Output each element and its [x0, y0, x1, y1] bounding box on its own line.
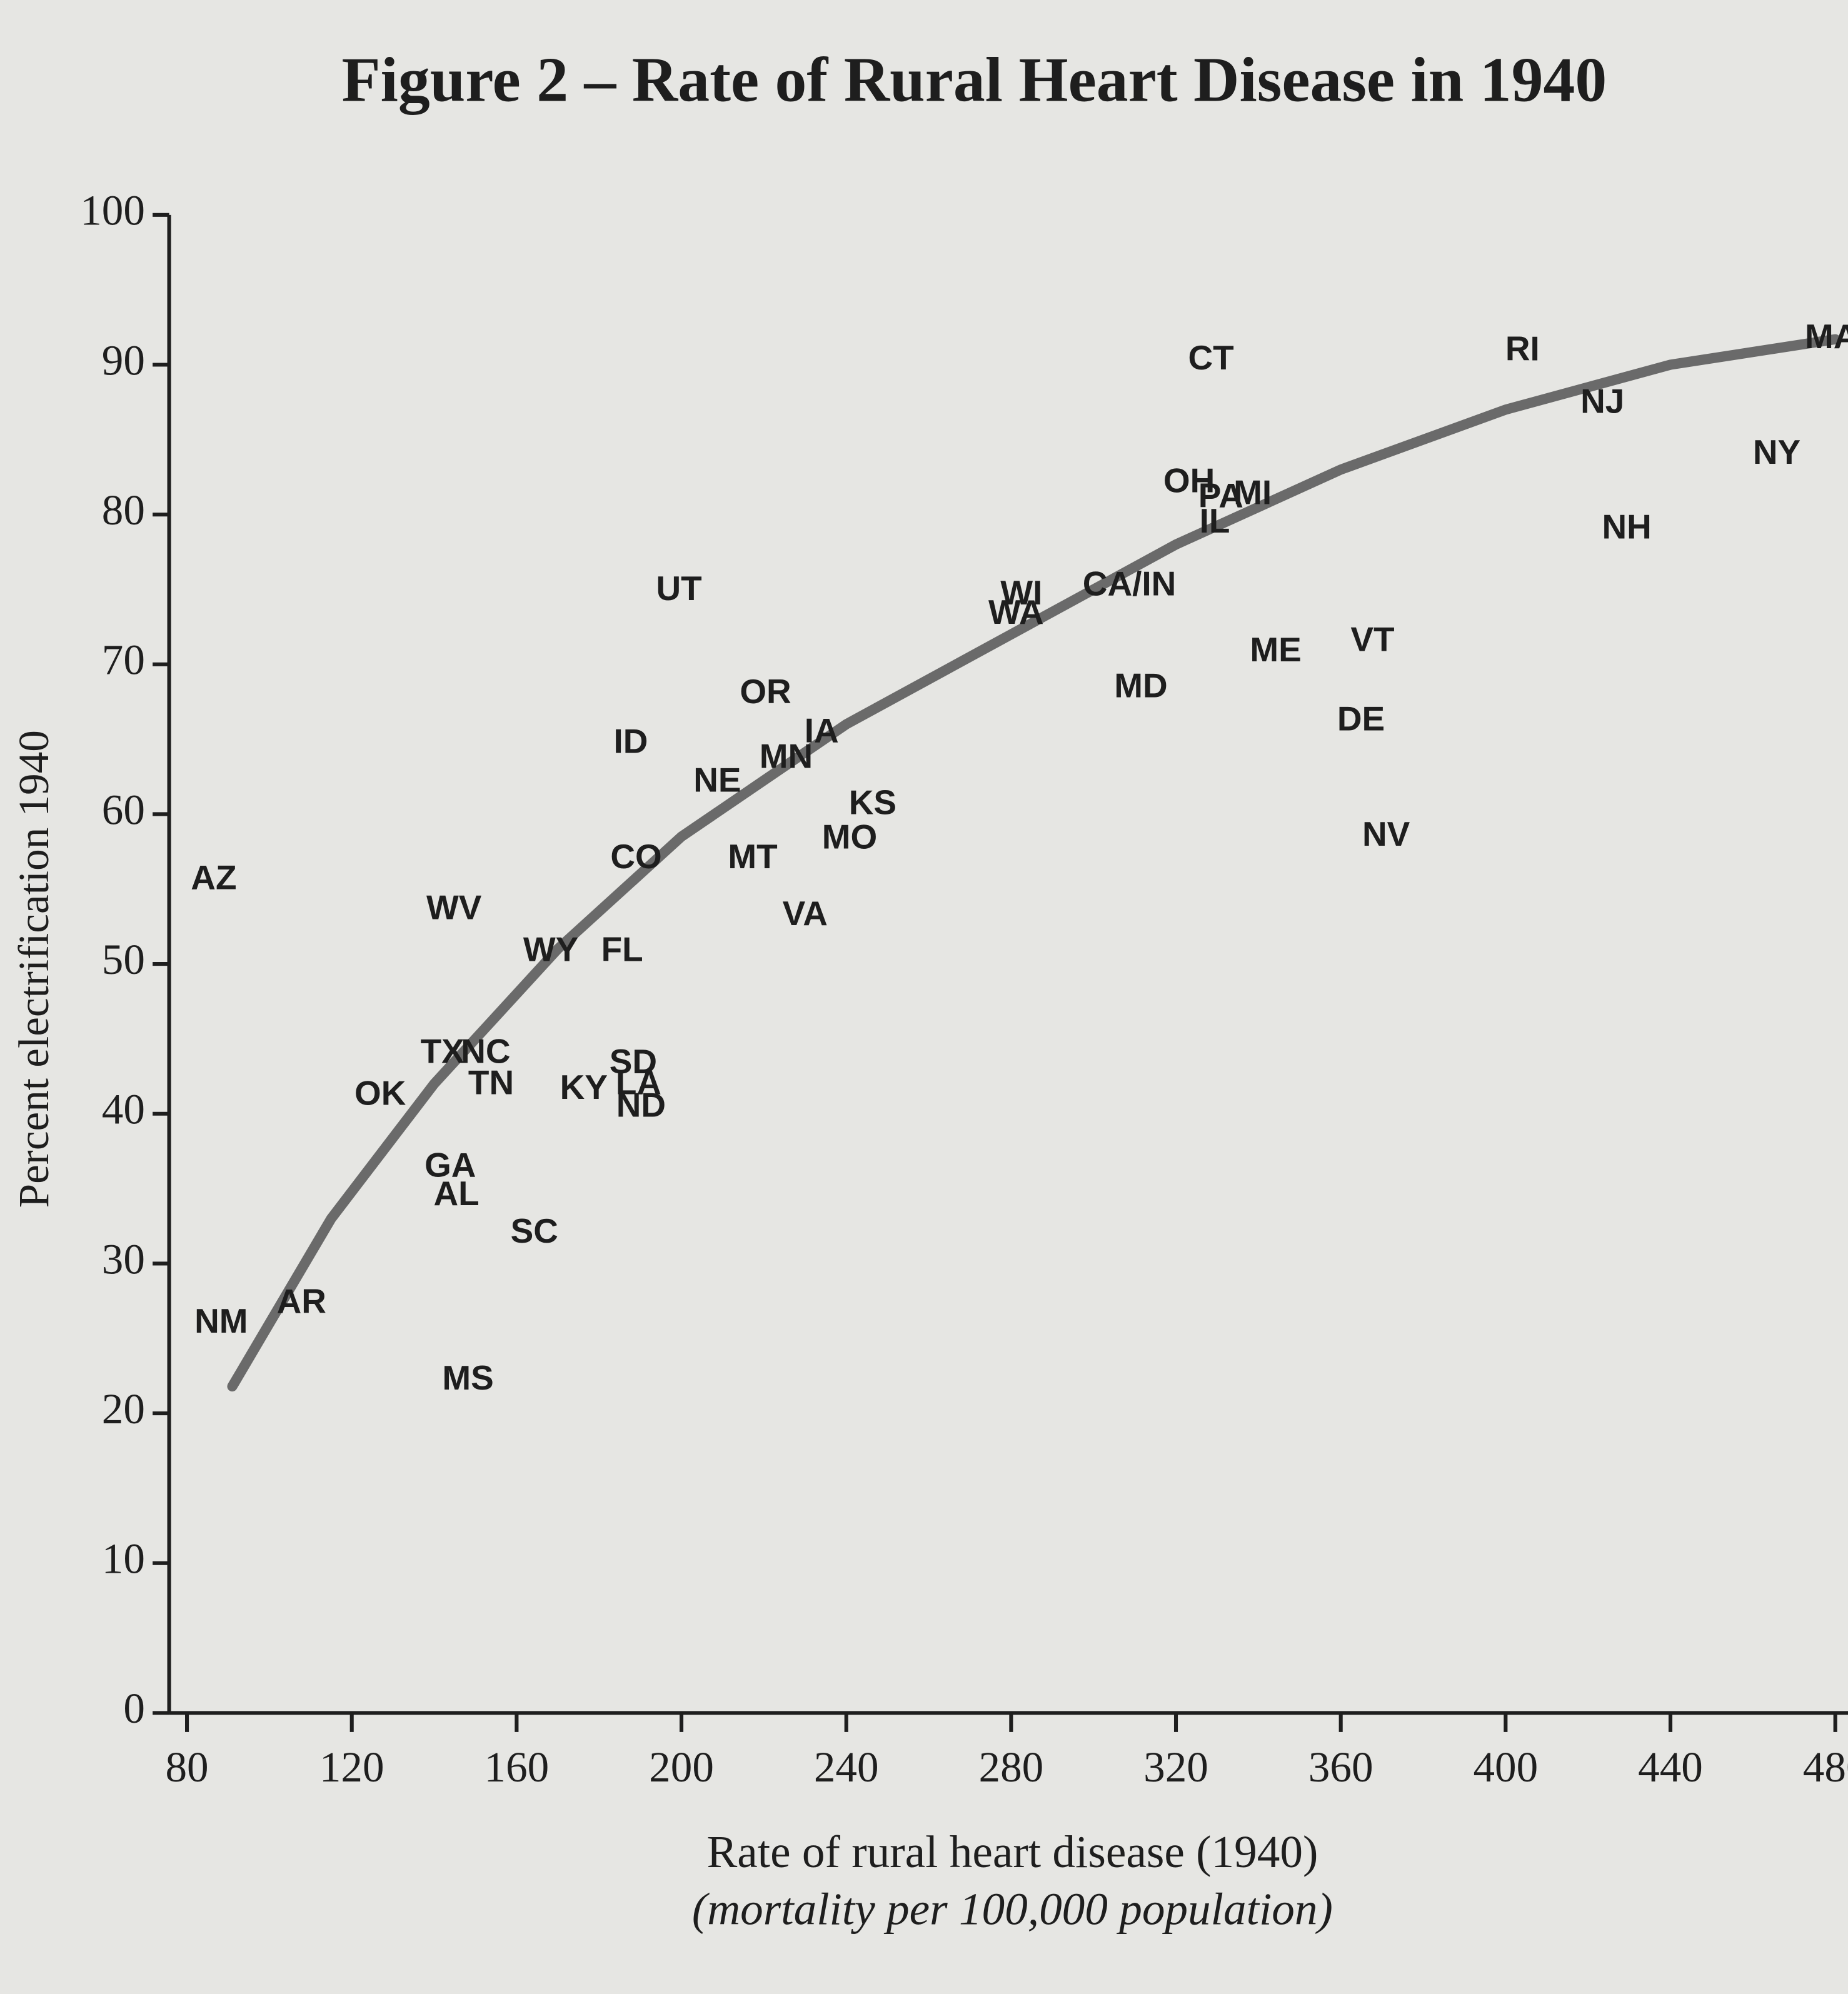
x-tick-label: 280: [978, 1743, 1043, 1791]
x-tick-label: 240: [814, 1743, 879, 1791]
x-tick-label: 160: [485, 1743, 550, 1791]
state-point: MA: [1805, 317, 1848, 356]
x-tick-label: 360: [1308, 1743, 1373, 1791]
state-point: MS: [442, 1358, 493, 1397]
state-point: NY: [1753, 433, 1800, 471]
y-tick-label: 10: [102, 1535, 145, 1583]
state-point: MI: [1233, 473, 1272, 511]
state-point: UT: [656, 569, 701, 608]
y-tick-label: 70: [102, 636, 145, 684]
state-point: FL: [601, 929, 643, 968]
state-point: MN: [760, 736, 813, 775]
state-point: VA: [783, 894, 828, 933]
state-point: DE: [1337, 699, 1385, 738]
state-point: TN: [468, 1063, 514, 1102]
state-point: GA: [424, 1146, 476, 1185]
state-point: OR: [740, 672, 791, 711]
state-point: AR: [277, 1282, 326, 1321]
x-tick-label: 80: [165, 1743, 208, 1791]
state-point: MD: [1114, 666, 1167, 705]
state-point: AZ: [191, 858, 236, 896]
state-point: IA: [805, 711, 839, 750]
state-point: CO: [610, 837, 661, 876]
state-point: WI: [1000, 573, 1042, 612]
state-point: ID: [614, 721, 648, 760]
state-point: ND: [616, 1086, 666, 1125]
state-point: NJ: [1580, 381, 1624, 420]
state-point: CA/IN: [1083, 564, 1176, 603]
y-tick-label: 0: [123, 1684, 145, 1732]
trend-line: [227, 334, 1840, 1392]
state-point: NM: [194, 1301, 248, 1340]
y-tick-label: 30: [102, 1235, 145, 1283]
state-point: WY: [523, 929, 578, 968]
x-tick-label: 400: [1473, 1743, 1538, 1791]
state-point: OK: [354, 1074, 406, 1113]
state-point: ME: [1250, 630, 1301, 669]
y-axis-label: Percent electrification 1940: [9, 730, 58, 1208]
y-tick-label: 80: [102, 486, 145, 534]
state-point: SD: [610, 1042, 657, 1081]
state-point: MT: [728, 837, 777, 876]
state-point: LA: [616, 1063, 661, 1102]
state-point: RI: [1505, 329, 1540, 368]
chart-title: Figure 2 – Rate of Rural Heart Disease i…: [342, 45, 1607, 116]
x-axis-note: (mortality per 100,000 population): [692, 1884, 1333, 1935]
y-tick-label: 60: [102, 785, 145, 833]
state-point: MO: [822, 818, 877, 856]
state-point: IL: [1200, 501, 1230, 540]
y-tick-label: 90: [102, 336, 145, 384]
state-point: VT: [1350, 619, 1394, 658]
state-point: OH: [1163, 461, 1215, 499]
x-tick-label: 440: [1638, 1743, 1703, 1791]
x-tick-label: 200: [649, 1743, 714, 1791]
y-tick-label: 50: [102, 935, 145, 983]
y-tick-label: 40: [102, 1085, 145, 1133]
state-point: NE: [693, 761, 741, 799]
y-tick-label: 100: [80, 186, 145, 234]
state-point: NV: [1362, 814, 1410, 853]
x-tick-label: 120: [319, 1743, 384, 1791]
state-point: WV: [426, 888, 482, 926]
state-point: KY: [560, 1068, 608, 1106]
state-point: TX: [421, 1031, 465, 1070]
state-point: NH: [1602, 508, 1651, 546]
state-point: NC: [461, 1031, 510, 1070]
state-point: AL: [434, 1174, 480, 1213]
y-tick-label: 20: [102, 1385, 145, 1433]
state-point: WA: [988, 593, 1043, 631]
state-point: CT: [1188, 338, 1233, 377]
x-tick-label: 480: [1803, 1743, 1848, 1791]
state-point: SC: [511, 1211, 558, 1250]
state-point: KS: [849, 783, 896, 822]
x-axis-label: Rate of rural heart disease (1940): [706, 1826, 1318, 1877]
x-tick-label: 320: [1143, 1743, 1208, 1791]
state-point: PA: [1198, 476, 1243, 514]
